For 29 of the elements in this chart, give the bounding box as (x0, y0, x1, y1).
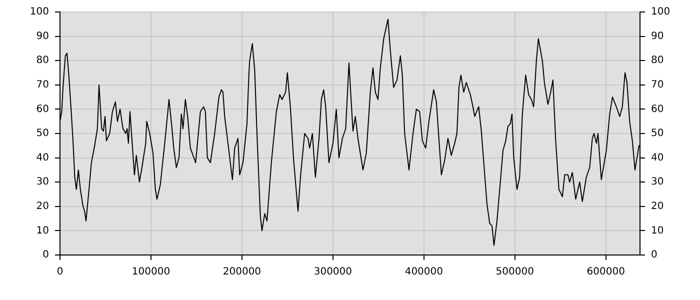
y-tick-label: 30 (36, 176, 49, 188)
x-tick-label: 0 (56, 266, 64, 278)
y-tick-label: 40 (36, 152, 49, 164)
y-tick-label: 0 (42, 250, 49, 261)
y2-tick-label: 50 (651, 128, 664, 140)
x-tick-label: 100000 (132, 266, 170, 278)
x-tick-label: 400000 (404, 266, 444, 278)
y2-tick-label: 80 (651, 55, 664, 66)
y2-tick-label: 70 (651, 79, 664, 90)
y2-tick-label: 20 (651, 200, 664, 212)
y-tick-label: 80 (36, 55, 49, 66)
y2-tick-label: 0 (651, 250, 658, 261)
y2-tick-label: 10 (651, 225, 664, 236)
y2-tick-label: 60 (651, 104, 664, 115)
y2-tick-label: 30 (651, 176, 664, 188)
x-tick-label: 600000 (586, 266, 625, 278)
x-tick-label: 500000 (496, 266, 534, 278)
y-tick-label: 70 (36, 79, 49, 90)
y2-tick-label: 40 (651, 152, 664, 164)
y-tick-label: 50 (36, 128, 49, 140)
y-tick-label: 100 (30, 6, 49, 18)
y-tick-label: 90 (36, 30, 49, 42)
y-tick-label: 10 (36, 225, 49, 236)
y-tick-label: 60 (36, 104, 49, 115)
y-tick-label: 20 (36, 200, 49, 212)
x-tick-label: 200000 (222, 266, 262, 278)
x-tick-label: 300000 (314, 266, 352, 278)
y2-tick-label: 90 (651, 30, 664, 42)
y2-tick-label: 100 (651, 6, 670, 18)
